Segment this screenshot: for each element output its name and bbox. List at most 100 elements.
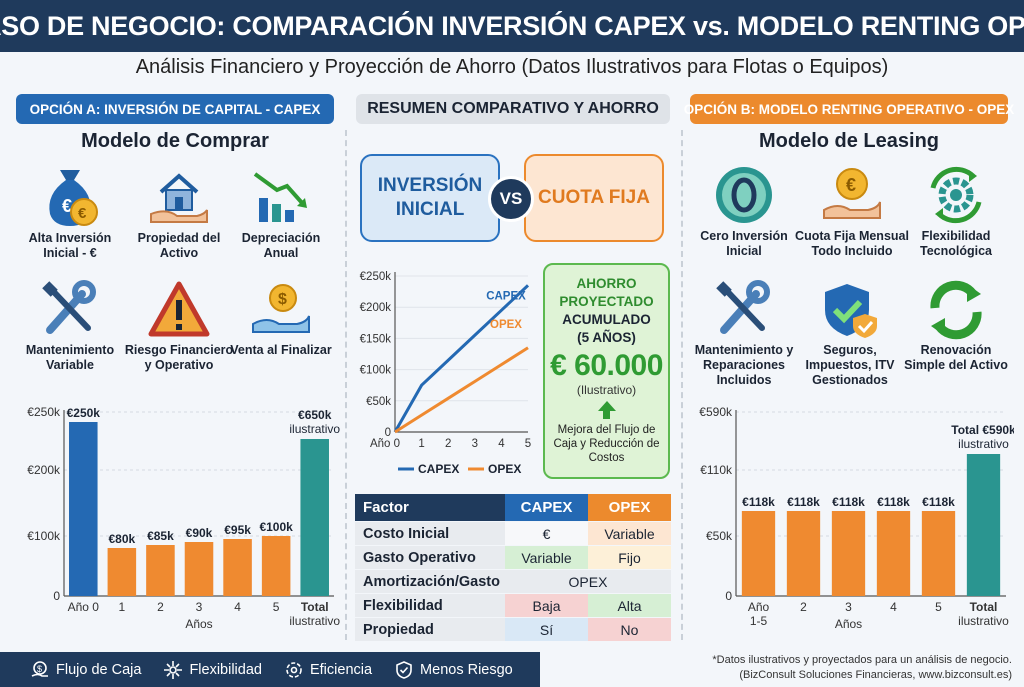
svg-text:€: €: [846, 175, 856, 195]
summary-header: RESUMEN COMPARATIVO Y AHORRO: [356, 94, 670, 124]
y-tick-label: 0: [725, 589, 732, 603]
table-row: Gasto Operativo Variable Fijo: [355, 546, 671, 569]
table-row: Propiedad Sí No: [355, 618, 671, 641]
item-label: Seguros, Impuestos, ITV Gestionados: [805, 343, 895, 387]
up-arrow-icon: [597, 401, 616, 411]
x-tick-label: 3: [472, 438, 478, 450]
savings-title-1: AHORRO: [576, 276, 637, 291]
flexibility-icon: [164, 660, 183, 679]
x-tick-label: 4: [498, 438, 505, 450]
house-hand-icon: [150, 173, 208, 223]
y-tick-label: €200k: [27, 463, 61, 477]
item-label: Mantenimiento y Reparaciones Incluidos: [694, 343, 794, 387]
footer-label: Flexibilidad: [189, 661, 262, 678]
bar: [831, 511, 866, 596]
item-label: Cero Inversión Inicial: [700, 229, 788, 258]
row-capex: €: [505, 522, 588, 545]
legend-label: OPEX: [488, 462, 521, 476]
comparison-table: Factor CAPEX OPEX Costo Inicial € Variab…: [355, 493, 671, 642]
item-label: Propiedad del Activo: [137, 231, 221, 260]
header-opex: OPEX: [588, 494, 671, 521]
x-tick-label: 3: [196, 600, 203, 614]
savings-note: Mejora del Flujo de Caja y Reducción de …: [553, 424, 660, 464]
row-capex: Baja: [505, 594, 588, 617]
bar: [786, 511, 821, 596]
footer-label: Eficiencia: [309, 661, 373, 678]
savings-title-3: ACUMULADO: [562, 312, 651, 327]
x-tick-label: 4: [890, 600, 897, 614]
item-propiedad: Propiedad del Activo: [125, 164, 233, 261]
row-factor: Propiedad: [355, 618, 505, 641]
svg-text:€: €: [78, 205, 87, 222]
item-label: Flexibilidad Tecnológica: [919, 229, 992, 258]
shield-icon: [396, 660, 412, 679]
x-tick-label: 2: [800, 600, 807, 614]
x-tick-label: Año 0: [68, 600, 100, 614]
item-seguros: Seguros, Impuestos, ITV Gestionados: [796, 280, 904, 388]
x-tick-label: 3: [845, 600, 852, 614]
item-cuota-fija: € Cuota Fija Mensual Todo Incluido: [790, 164, 914, 259]
capex-bar-chart: 0 €100k €200k €250k €250k Año 0 €80k 1 €85k 2 €90k…: [27, 405, 340, 631]
x-tick-label: 1: [418, 438, 424, 450]
y-tick-label: €100k: [360, 365, 392, 377]
row-opex: Fijo: [588, 546, 671, 569]
header-capex: CAPEX: [505, 494, 588, 521]
item-renovacion: Renovación Simple del Activo: [902, 280, 1010, 373]
y-tick-label: €100k: [27, 529, 61, 543]
row-factor: Amortización/Gasto: [355, 570, 505, 593]
x-tick-label: 4: [234, 600, 241, 614]
row-factor: Gasto Operativo: [355, 546, 505, 569]
series-end-label: OPEX: [490, 319, 522, 331]
row-opex: Variable: [588, 522, 671, 545]
bar: [146, 545, 175, 596]
bar-data-label: €90k: [186, 526, 213, 540]
bar: [921, 511, 956, 596]
bar-data-label: €118k: [877, 495, 910, 509]
money-bag-euro-icon: € €: [49, 170, 98, 226]
row-capex: Variable: [505, 546, 588, 569]
bar-data-label: €118k: [787, 495, 820, 509]
y-tick-label: €590k: [699, 405, 733, 419]
series-line-opex: [394, 346, 529, 434]
divider-left: [345, 130, 347, 640]
x-tick-sublabel: ilustrativo: [289, 614, 340, 628]
y-tick-label: €150k: [360, 333, 392, 345]
row-merged: OPEX: [505, 570, 671, 593]
y-tick-label: €250k: [360, 271, 392, 283]
x-tick-label: Total: [301, 600, 329, 614]
option-b-subtitle: Modelo de Leasing: [758, 130, 940, 152]
option-a-subtitle: Modelo de Comprar: [81, 130, 269, 152]
declining-chart-icon: [253, 172, 307, 222]
svg-text:$: $: [37, 664, 42, 674]
y-tick-label: €200k: [360, 302, 392, 314]
wrench-screwdriver-icon: [42, 280, 96, 334]
item-mantenimiento: Mantenimiento Variable: [16, 280, 124, 373]
row-factor: Flexibilidad: [355, 594, 505, 617]
item-label: Cuota Fija Mensual Todo Incluido: [795, 229, 909, 258]
disclaimer-line-2: (BizConsult Soluciones Financieras, www.…: [739, 669, 1012, 681]
item-cero-inversion: Cero Inversión Inicial: [690, 164, 798, 259]
x-tick-label: Año 0: [370, 438, 400, 450]
item-venta: $ Venta al Finalizar: [227, 280, 335, 358]
table-row: Costo Inicial € Variable: [355, 522, 671, 545]
x-tick-label: Año: [748, 600, 770, 614]
bar-data-label: €100k: [259, 520, 293, 534]
bar: [300, 439, 329, 596]
x-tick-label: 1: [119, 600, 126, 614]
x-tick-label: 5: [525, 438, 531, 450]
item-label: Alta Inversión Inicial - €: [28, 231, 112, 260]
zero-circle-icon: [716, 167, 772, 223]
item-alta-inversion: € € Alta Inversión Inicial - €: [16, 164, 124, 261]
bar: [966, 454, 1001, 596]
x-tick-sublabel: ilustrativo: [958, 614, 1009, 628]
x-tick-label: Total: [970, 600, 998, 614]
disclaimer-line-1: *Datos ilustrativos y proyectados para u…: [712, 654, 1012, 666]
bar: [261, 536, 291, 596]
y-tick-label: 0: [53, 589, 60, 603]
footer-item-flexibility: Flexibilidad: [163, 660, 262, 680]
page-subtitle: Análisis Financiero y Proyección de Ahor…: [135, 56, 889, 78]
bar-data-sublabel: ilustrativo: [289, 422, 340, 436]
bar-data-label: €80k: [109, 532, 136, 546]
item-riesgo: Riesgo Financiero y Operativo: [121, 280, 237, 373]
bar: [69, 422, 98, 596]
